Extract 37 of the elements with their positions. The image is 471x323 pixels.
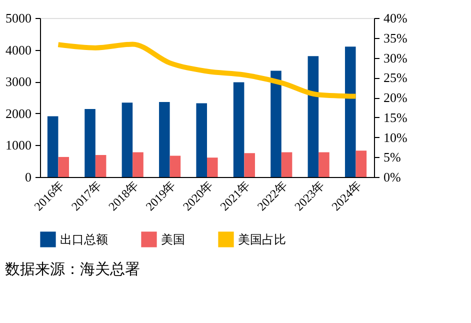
y2-tick-label: 10% xyxy=(384,130,408,145)
y2-tick-label: 30% xyxy=(384,50,408,66)
y-tick-label: 4000 xyxy=(6,42,32,58)
y2-tick-label: 25% xyxy=(384,70,408,86)
bar xyxy=(159,102,170,177)
bar xyxy=(58,156,70,177)
y-tick-label: 1000 xyxy=(6,138,32,153)
bar xyxy=(308,56,319,177)
bar xyxy=(47,116,58,177)
y-tick-label: 5000 xyxy=(6,10,32,26)
legend-label: 出口总额 xyxy=(60,232,108,246)
y2-tick-label: 0% xyxy=(384,170,401,184)
bar xyxy=(270,70,282,177)
bar xyxy=(244,153,255,177)
legend-label: 美国 xyxy=(161,232,185,246)
bar xyxy=(356,150,367,177)
y-tick-label: 2000 xyxy=(6,106,32,121)
bar xyxy=(132,152,144,177)
y-tick-label: 3000 xyxy=(6,74,32,90)
bar xyxy=(207,158,218,177)
legend-label: 美国占比 xyxy=(238,232,286,246)
y2-tick-label: 35% xyxy=(384,30,408,46)
bar xyxy=(318,152,330,177)
y2-tick-label: 5% xyxy=(384,150,401,165)
bar xyxy=(196,103,207,177)
source-note: 数据来源：海关总署 xyxy=(5,261,140,278)
bar xyxy=(344,46,356,177)
bar xyxy=(84,108,96,177)
bar xyxy=(170,156,181,177)
bar xyxy=(281,152,292,177)
y2-tick-label: 20% xyxy=(384,90,408,105)
y-tick-label: 0 xyxy=(25,170,32,184)
bar xyxy=(95,155,106,177)
y2-tick-label: 15% xyxy=(384,110,408,125)
bar xyxy=(233,82,244,177)
bar xyxy=(122,102,133,177)
y2-tick-label: 40% xyxy=(384,10,408,26)
